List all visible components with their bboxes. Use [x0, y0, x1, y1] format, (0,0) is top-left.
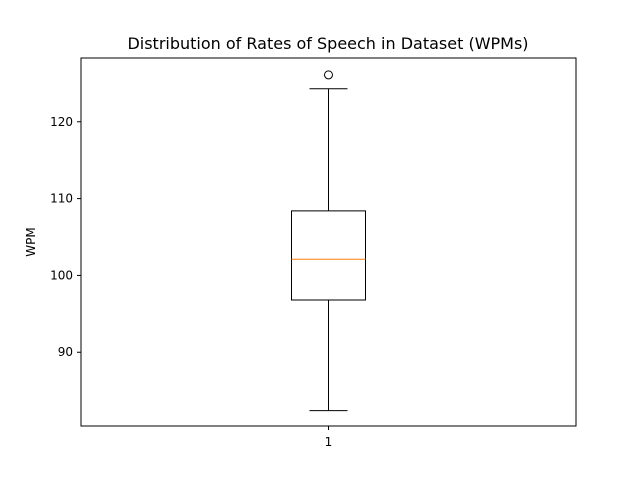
plot-area: 90 100 110 120 1	[50, 57, 577, 449]
outlier-point	[324, 70, 333, 80]
chart-title: Distribution of Rates of Speech in Datas…	[127, 34, 528, 53]
y-tick-label: 110	[50, 192, 73, 206]
y-tick-label: 100	[50, 268, 73, 282]
interquartile-box	[291, 210, 366, 301]
y-tick-label: 120	[50, 115, 73, 129]
x-tick-label: 1	[325, 435, 333, 449]
y-tick-label: 90	[58, 345, 73, 359]
y-axis-label: WPM	[24, 227, 38, 256]
